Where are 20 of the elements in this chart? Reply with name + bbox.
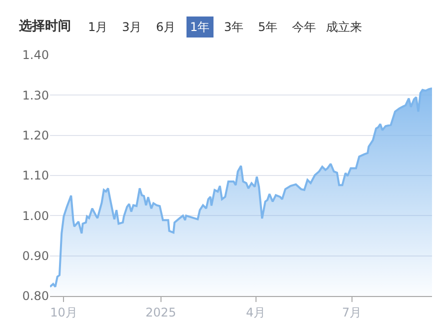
- text: 今年: [292, 20, 316, 34]
- text: 1年: [190, 20, 210, 34]
- x-tick-label: 7月: [342, 305, 362, 320]
- y-tick-label: 1.00: [22, 208, 49, 223]
- y-tick-label: 0.80: [22, 289, 49, 304]
- text: 1月: [88, 20, 108, 34]
- text: 3月: [122, 20, 142, 34]
- y-tick-label: 1.30: [22, 88, 49, 102]
- y-tick-label: 1.10: [22, 168, 49, 183]
- x-tick-label: 2025: [146, 305, 176, 320]
- x-tick-label: 4月: [246, 305, 266, 320]
- chart-title: 选择时间: [18, 19, 71, 34]
- text: 5年: [258, 20, 278, 34]
- x-tick-label: 10月: [50, 305, 78, 320]
- y-tick-label: 1.20: [22, 128, 49, 143]
- text: 成立来: [326, 20, 362, 34]
- text: 3年: [224, 20, 244, 34]
- y-tick-label: 0.90: [22, 249, 49, 264]
- text: 6月: [156, 20, 176, 34]
- y-tick-label: 1.40: [22, 48, 49, 62]
